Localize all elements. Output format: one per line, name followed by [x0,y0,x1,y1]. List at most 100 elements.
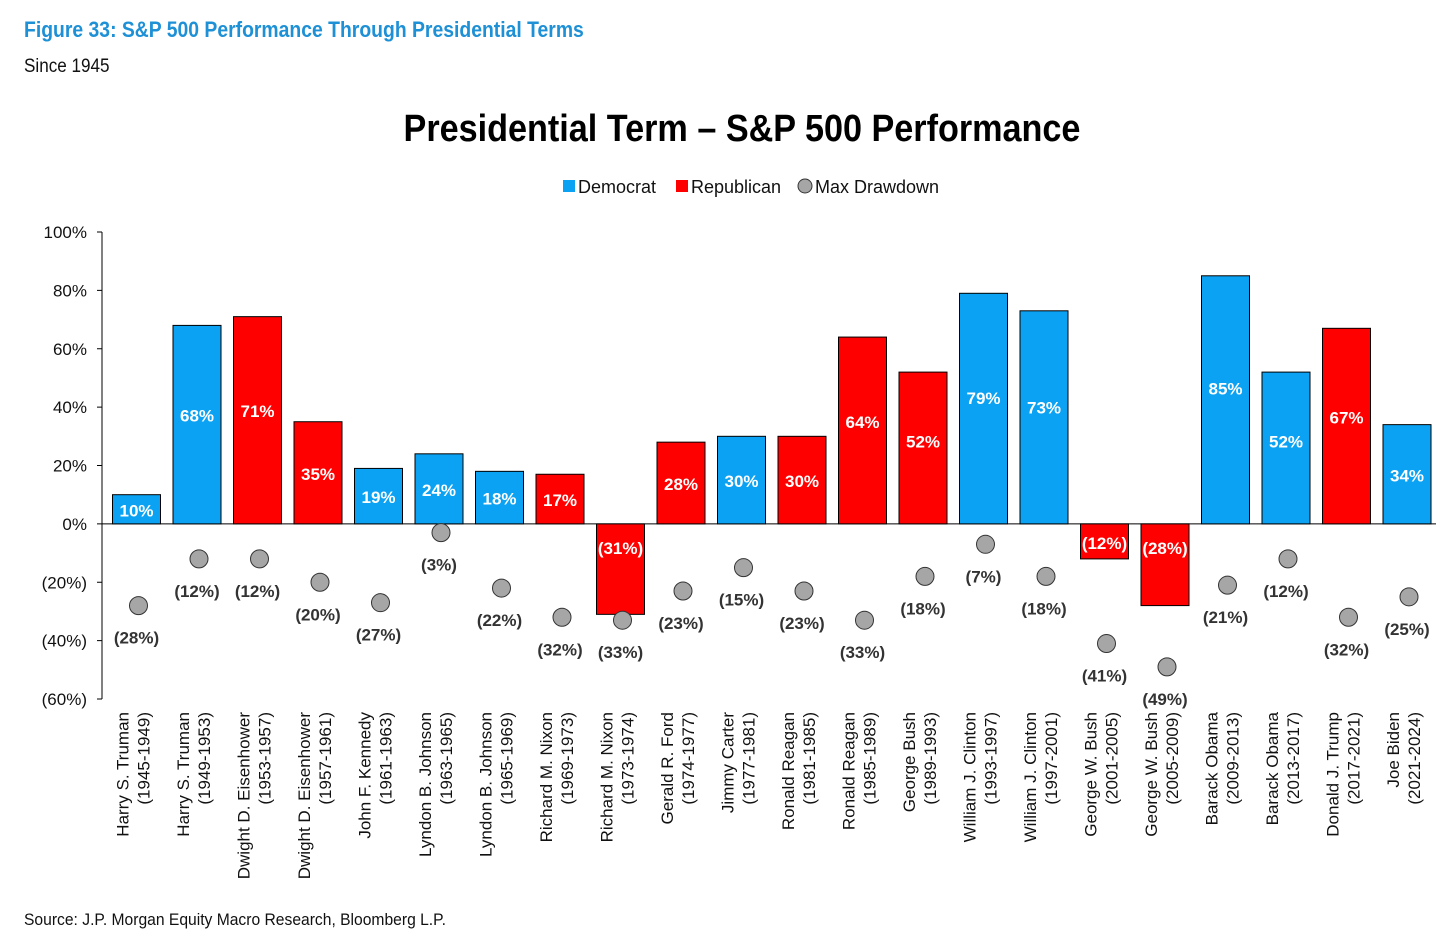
x-tick-years: (1989-1993) [921,712,940,805]
drawdown-point [492,578,511,598]
x-tick-years: (2005-2009) [1163,712,1182,805]
bar-value-label: 10% [119,501,153,520]
x-tick-years: (1957-1961) [316,712,335,805]
x-tick-name: Barack Obama [1263,711,1282,825]
x-tick-label: John F. Kennedy (1961-1963) [356,712,396,839]
drawdown-label: (18%) [1021,599,1066,618]
x-tick-label: Harry S. Truman (1949-1953) [174,712,214,837]
x-tick-label: Dwight D. Eisenhower (1957-1961) [295,712,335,880]
drawdown-label: (32%) [1324,640,1369,659]
bar [596,523,645,615]
drawdown-point [129,596,148,616]
drawdown-label: (23%) [779,614,824,633]
bar-value-label: 34% [1390,466,1424,485]
drawdown-label: (27%) [356,626,401,645]
x-tick-name: Harry S. Truman [174,712,193,837]
drawdown-point [1157,657,1177,677]
bar [535,473,585,525]
drawdown-point [1278,549,1298,569]
x-tick-years: (1977-1981) [740,712,759,805]
x-tick-years: (1997-2001) [1042,712,1061,805]
drawdown-point [250,549,269,569]
bar [1201,275,1250,525]
bar [838,336,887,525]
x-tick-years: (1963-1965) [437,712,456,805]
bar [293,421,343,525]
x-tick-label: William J. Clinton (1997-2001) [1021,712,1061,842]
x-tick-label: Gerald R. Ford (1974-1977) [658,712,698,824]
drawdown-point [310,572,330,592]
x-tick-years: (1965-1969) [498,712,517,805]
x-tick-years: (2021-2024) [1405,712,1424,805]
x-tick-label: Ronald Reagan (1981-1985) [779,712,819,830]
chart-legend: Democrat Republican Max Drawdown [563,177,939,197]
x-tick-label: Lyndon B. Johnson (1963-1965) [416,712,456,857]
x-tick-years: (1953-1957) [256,712,275,805]
x-tick-label: Joe Biden (2021-2024) [1384,712,1424,805]
x-tick-label: Lyndon B. Johnson (1965-1969) [477,712,517,857]
legend-swatch-democrat [563,180,575,192]
x-tick-name: Harry S. Truman [114,712,133,837]
x-tick-label: Barack Obama (2009-2013) [1203,711,1243,825]
legend-label-drawdown: Max Drawdown [815,177,939,197]
drawdown-label: (12%) [235,582,280,601]
y-tick-label: 40% [53,398,87,417]
x-tick-name: Richard M. Nixon [598,712,617,842]
x-tick-years: (1961-1963) [377,712,396,805]
x-tick-label: Harry S. Truman (1945-1949) [114,712,154,837]
bar-value-label: (28%) [1142,539,1187,558]
drawdown-group: (28%) (12%) (12%) (20%) (27%) (3%) (22%) (32%) (… [114,523,1430,709]
bar-value-label: 18% [482,490,516,509]
x-tick-label: Richard M. Nixon (1973-1974) [598,712,638,842]
legend-label-democrat: Democrat [578,177,656,197]
drawdown-point [1218,575,1237,595]
legend-swatch-drawdown [797,178,813,194]
drawdown-point [1399,587,1419,607]
x-tick-label: Ronald Reagan (1985-1989) [840,712,880,830]
bar-value-label: 28% [664,475,698,494]
x-tick-name: Richard M. Nixon [537,712,556,842]
x-tick-label: Jimmy Carter (1977-1981) [719,712,759,813]
x-tick-years: (1981-1985) [800,712,819,805]
drawdown-label: (12%) [174,582,219,601]
drawdown-label: (25%) [1384,620,1429,639]
y-tick-label: 80% [53,281,87,300]
x-tick-label: George W. Bush (2001-2005) [1082,712,1122,837]
bar [414,453,464,525]
bar-value-label: 17% [543,491,577,510]
drawdown-point [976,534,995,554]
y-tick-label: 60% [53,340,87,359]
bar-value-label: 30% [724,472,758,491]
x-tick-years: (2009-2013) [1224,712,1243,805]
bar-chart: Presidential Term – S&P 500 Performance … [42,106,1436,880]
drawdown-point [794,581,814,601]
x-tick-name: John F. Kennedy [356,712,375,839]
x-tick-name: George Bush [900,712,919,812]
x-tick-years: (2017-2021) [1345,712,1364,805]
drawdown-label: (33%) [598,643,643,662]
bar-value-label: 79% [966,389,1000,408]
drawdown-label: (41%) [1082,667,1127,686]
figure-title: Figure 33: S&P 500 Performance Through P… [24,17,584,42]
x-tick-name: Lyndon B. Johnson [416,712,435,857]
bar [656,441,706,525]
bar [1080,523,1129,560]
x-tick-years: (1969-1973) [558,712,577,805]
bar [112,494,161,525]
x-tick-years: (2013-2017) [1284,712,1303,805]
bar [1261,371,1311,525]
bar [233,316,282,525]
drawdown-point [1036,566,1056,586]
bar-value-label: 64% [845,413,879,432]
y-tick-label: 20% [53,457,87,476]
bar-value-label: 67% [1329,408,1363,427]
bar [172,324,222,525]
bar-value-label: 68% [180,407,214,426]
x-tick-years: (1993-1997) [982,712,1001,805]
bar-value-label: 71% [240,402,274,421]
drawdown-point [613,610,632,630]
y-tick-label: (40%) [42,632,87,651]
x-tick-label: George Bush (1989-1993) [900,712,940,812]
drawdown-label: (28%) [114,629,159,648]
bar-value-label: 85% [1208,379,1242,398]
